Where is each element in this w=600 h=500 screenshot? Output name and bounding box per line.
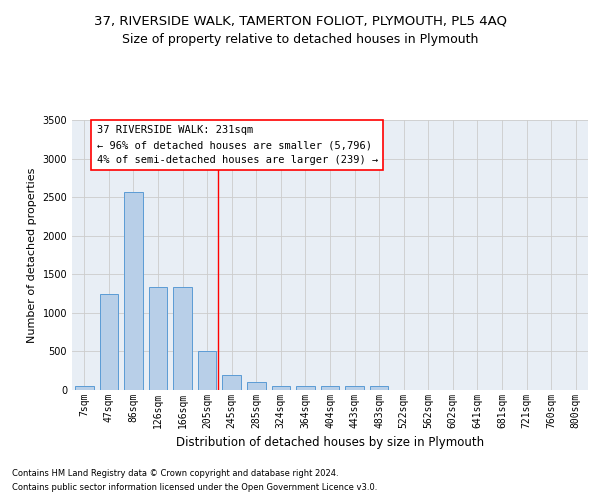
Bar [223, 374, 241, 390]
Text: Contains public sector information licensed under the Open Government Licence v3: Contains public sector information licen… [12, 484, 377, 492]
Bar [296, 386, 314, 390]
Bar [149, 286, 167, 390]
Y-axis label: Number of detached properties: Number of detached properties [27, 168, 37, 342]
Bar [346, 386, 364, 390]
Text: 37 RIVERSIDE WALK: 231sqm
← 96% of detached houses are smaller (5,796)
4% of sem: 37 RIVERSIDE WALK: 231sqm ← 96% of detac… [97, 126, 378, 165]
Bar [198, 352, 217, 390]
Bar [100, 294, 118, 390]
Bar [321, 386, 339, 390]
Bar [124, 192, 143, 390]
Bar [370, 386, 388, 390]
Text: Contains HM Land Registry data © Crown copyright and database right 2024.: Contains HM Land Registry data © Crown c… [12, 468, 338, 477]
Bar [75, 386, 94, 390]
Bar [272, 386, 290, 390]
Text: 37, RIVERSIDE WALK, TAMERTON FOLIOT, PLYMOUTH, PL5 4AQ: 37, RIVERSIDE WALK, TAMERTON FOLIOT, PLY… [94, 15, 506, 28]
Bar [173, 287, 192, 390]
Bar [247, 382, 265, 390]
Text: Size of property relative to detached houses in Plymouth: Size of property relative to detached ho… [122, 32, 478, 46]
X-axis label: Distribution of detached houses by size in Plymouth: Distribution of detached houses by size … [176, 436, 484, 450]
